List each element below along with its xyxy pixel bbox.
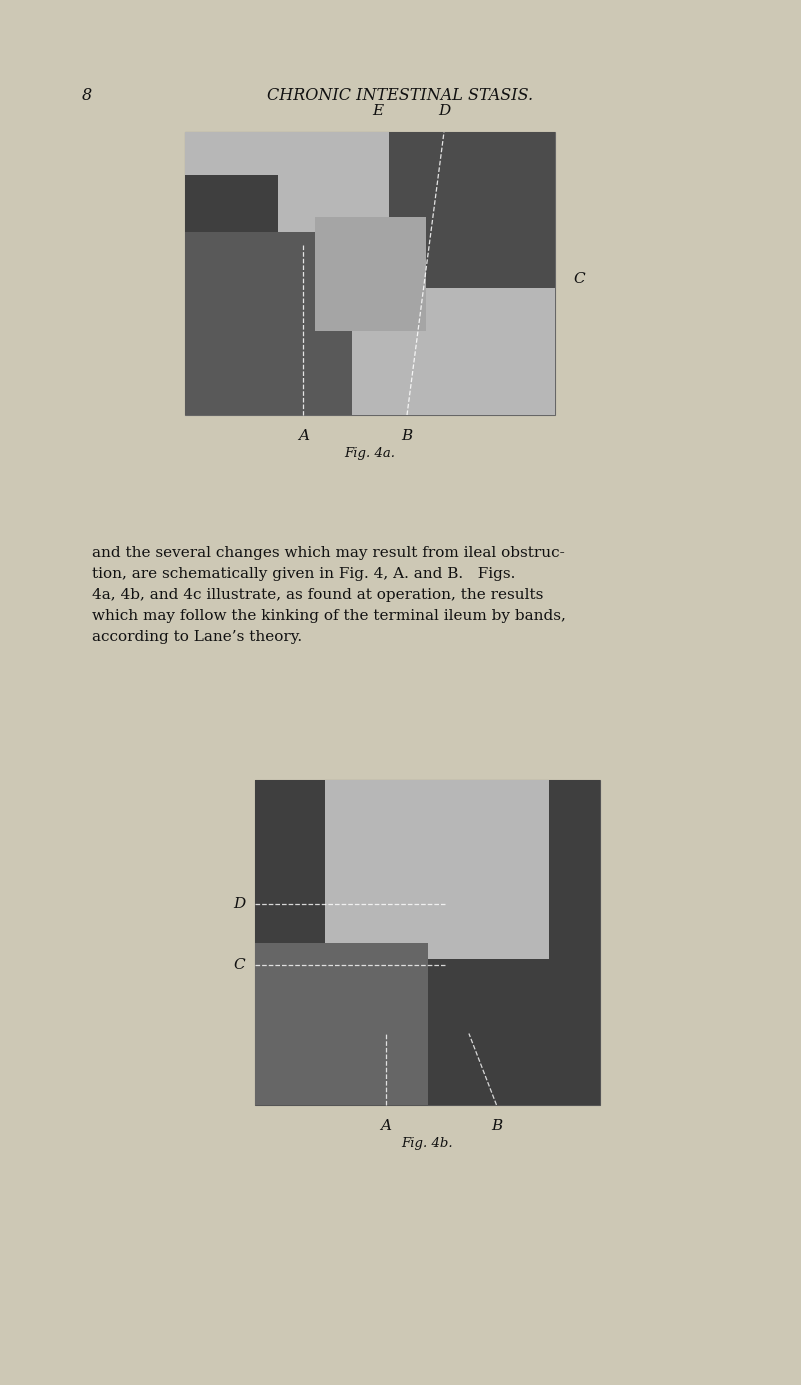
Text: E: E	[372, 104, 383, 118]
Text: 8: 8	[82, 86, 92, 104]
Text: C: C	[573, 273, 585, 287]
Text: Fig. 4b.: Fig. 4b.	[401, 1137, 453, 1150]
Text: according to Lane’s theory.: according to Lane’s theory.	[92, 630, 302, 644]
Text: D: D	[233, 896, 245, 910]
Text: B: B	[401, 429, 413, 443]
Text: Fig. 4a.: Fig. 4a.	[344, 447, 396, 460]
Text: and the several changes which may result from ileal obstruc-: and the several changes which may result…	[92, 546, 565, 560]
Bar	[185, 132, 555, 416]
Text: D: D	[438, 104, 450, 118]
Text: C: C	[233, 958, 245, 972]
Bar	[255, 780, 600, 1105]
Text: CHRONIC INTESTINAL STASIS.: CHRONIC INTESTINAL STASIS.	[268, 86, 533, 104]
Text: A: A	[380, 1119, 392, 1133]
Text: B: B	[491, 1119, 502, 1133]
Text: A: A	[298, 429, 309, 443]
Text: 4a, 4b, and 4c illustrate, as found at operation, the results: 4a, 4b, and 4c illustrate, as found at o…	[92, 589, 543, 602]
Text: tion, are schematically given in Fig. 4, A. and B.   Figs.: tion, are schematically given in Fig. 4,…	[92, 566, 515, 580]
Text: which may follow the kinking of the terminal ileum by bands,: which may follow the kinking of the term…	[92, 609, 566, 623]
